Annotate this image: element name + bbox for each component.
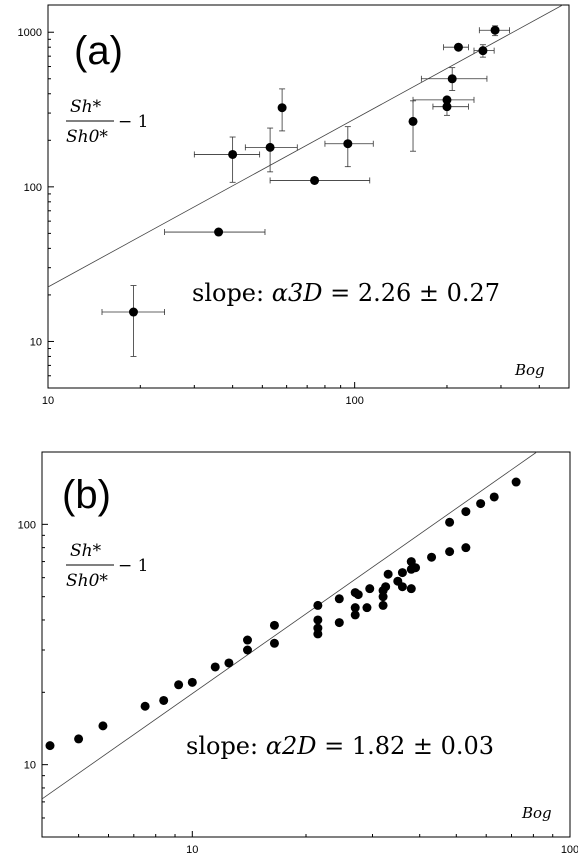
panel-b-slope-symbol: α2D [266, 732, 317, 760]
panel-a-slope-prefix: slope: [192, 279, 272, 307]
panel-b-data-point [397, 568, 407, 578]
panel-a-points [101, 25, 510, 357]
svg-text:slope: α3D = 2.26 ± 0.27: slope: α3D = 2.26 ± 0.27 [192, 279, 500, 307]
panel-b-data-point [381, 582, 391, 592]
panel-b-data-point [269, 638, 279, 648]
panel-b-data-point [353, 590, 363, 600]
panel-a-label: (a) [74, 29, 123, 73]
panel-b-data-point [476, 499, 486, 509]
panel-b-frame [41, 451, 571, 838]
panel-b-data-point [242, 635, 252, 645]
panel-b-data-point [511, 477, 521, 487]
panel-b-data-point [406, 584, 416, 594]
panel-a-ylabel-suffix: − 1 [118, 112, 148, 132]
panel-b-label: (b) [62, 473, 111, 517]
panel-b-data-point [242, 645, 252, 655]
panel-a: 10 100 10 100 1000 (a) Sh* Sh0* − 1 slope: α… [18, 4, 570, 407]
panel-b-data-point [210, 662, 220, 672]
svg-text:slope: α2D = 1.82 ± 0.03: slope: α2D = 1.82 ± 0.03 [186, 732, 494, 760]
panel-a-slope-value: = 2.26 ± 0.27 [322, 279, 500, 307]
panel-b-data-point [45, 741, 55, 751]
panel-a-x-tick-label: 10 [42, 395, 54, 407]
panel-b-data-point [313, 623, 323, 633]
panel-b-fit-line [41, 451, 538, 800]
panel-a-ticks: 10 100 10 100 1000 [18, 27, 570, 407]
panel-a-data-point [343, 139, 353, 149]
panel-b-ylabel-numerator: Sh* [70, 541, 102, 561]
panel-b-data-point [411, 563, 421, 573]
panel-b-data-point [187, 677, 197, 687]
panel-b-data-point [362, 603, 372, 613]
panel-a-data-point [478, 46, 488, 56]
panel-b-slope-value: = 1.82 ± 0.03 [316, 732, 494, 760]
panel-a-data-point [408, 116, 418, 126]
panel-b-data-point [159, 695, 169, 705]
panel-b-data-point [445, 517, 455, 527]
panel-b-data-point [397, 582, 407, 592]
panel-a-ylabel-denominator: Sh0* [66, 127, 108, 147]
panel-b-points [45, 477, 521, 751]
panel-b-y-axis-label: Sh* Sh0* − 1 [66, 541, 148, 591]
panel-b-data-point [461, 507, 471, 517]
panel-a-y-axis-label: Sh* Sh0* − 1 [66, 97, 148, 147]
panel-a-data-point [442, 95, 452, 105]
panel-b-data-point [269, 620, 279, 630]
panel-b-x-axis-label: Bog [521, 804, 552, 822]
panel-a-data-point [228, 149, 238, 159]
panel-b-data-point [334, 594, 344, 604]
panel-a-y-tick-label: 100 [24, 182, 42, 194]
panel-a-data-point [442, 102, 452, 112]
panel-b-data-point [489, 492, 499, 502]
panel-a-fit-line-path [47, 4, 563, 288]
panel-b-data-point [445, 547, 455, 557]
panel-b-data-point [140, 701, 150, 711]
panel-b-ylabel-denominator: Sh0* [66, 571, 108, 591]
panel-b-data-point [350, 610, 360, 620]
panel-b-ticks: 10 100 10 100 [18, 451, 578, 856]
panel-b-data-point [224, 658, 234, 668]
panel-a-data-point [453, 42, 463, 52]
panel-a-fit-line [47, 4, 563, 288]
panel-b-y-tick-label: 100 [18, 519, 36, 531]
panel-a-data-point [277, 103, 287, 113]
panel-b-data-point [313, 600, 323, 610]
panel-b-slope-prefix: slope: [186, 732, 266, 760]
panel-b-data-point [427, 552, 437, 562]
panel-b-data-point [334, 618, 344, 628]
panel-b-data-point [383, 569, 393, 579]
panel-a-frame [47, 4, 570, 389]
panel-b-data-point [378, 600, 388, 610]
panel-a-data-point [490, 25, 500, 35]
panel-b-data-point [350, 603, 360, 613]
panel-a-data-point [128, 307, 138, 317]
panel-a-data-point [310, 175, 320, 185]
panel-b-x-tick-label: 10 [186, 844, 198, 856]
panel-b-y-tick-label: 10 [24, 760, 36, 772]
panel-a-slope-symbol: α3D [272, 279, 323, 307]
panel-b-x-tick-label: 100 [561, 844, 578, 856]
panel-a-data-point [447, 74, 457, 84]
panel-a-data-point [214, 227, 224, 237]
panel-a-data-point [265, 142, 275, 152]
panel-a-slope-annotation: slope: α3D = 2.26 ± 0.27 [192, 279, 500, 307]
panel-b-data-point [174, 680, 184, 690]
panel-b-fit-line-path [41, 451, 538, 800]
panel-b-data-point [365, 584, 375, 594]
panel-b-data-point [98, 721, 108, 731]
panel-b-data-point [74, 734, 84, 744]
panel-a-x-axis-label: Bog [514, 361, 545, 379]
panel-a-x-tick-label: 100 [345, 395, 363, 407]
panel-a-ylabel-numerator: Sh* [70, 97, 102, 117]
panel-b: 10 100 10 100 (b) Sh* Sh0* − 1 slope: α2D =… [18, 451, 578, 856]
panel-a-y-tick-label: 10 [30, 336, 42, 348]
panel-b-slope-annotation: slope: α2D = 1.82 ± 0.03 [186, 732, 494, 760]
panel-b-data-point [461, 543, 471, 553]
panel-a-y-tick-label: 1000 [18, 27, 42, 39]
panel-b-ylabel-suffix: − 1 [118, 556, 148, 576]
panel-b-data-point [313, 615, 323, 625]
